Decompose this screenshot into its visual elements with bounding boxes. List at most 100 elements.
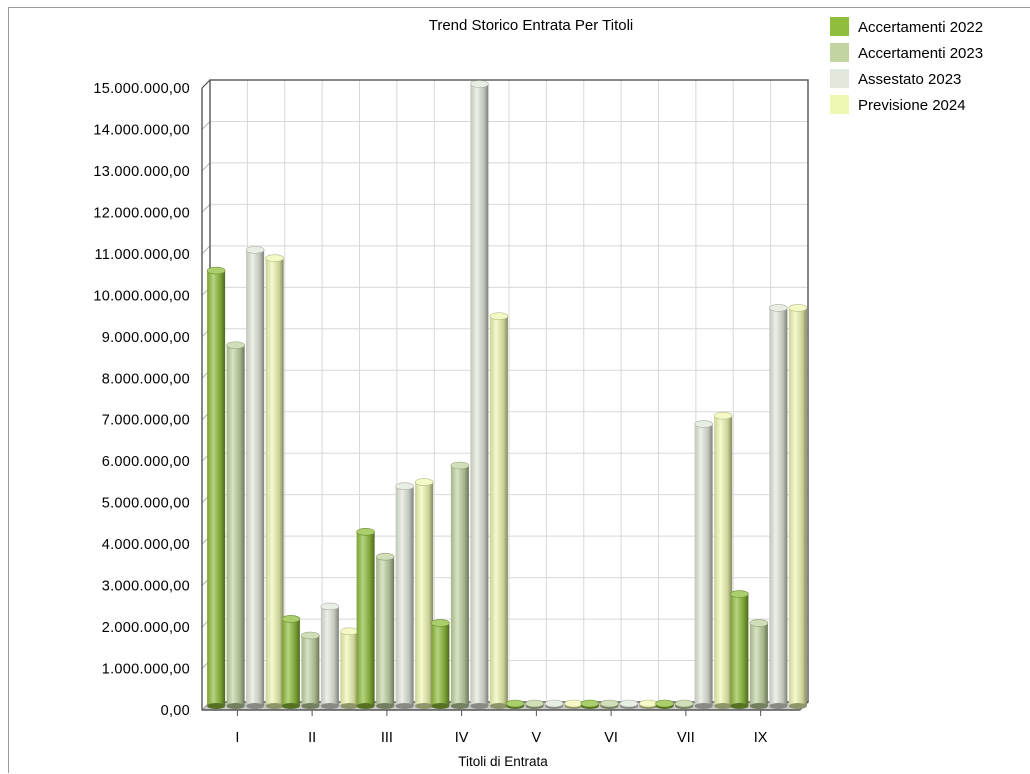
bar-body (395, 486, 414, 706)
bar-top (206, 266, 226, 275)
y-tick-label: 8.000.000,00 (102, 371, 190, 387)
bar-body (788, 307, 807, 706)
bar-accertamenti-2023-ix (749, 619, 769, 709)
y-axis-top-edge (201, 79, 211, 89)
bar-previsione-2024-ii (340, 627, 359, 709)
bar-body (415, 482, 434, 706)
bar-assestato-2023-ii (320, 602, 340, 709)
legend-swatch (830, 43, 849, 62)
bar-top (564, 699, 583, 708)
bar-top (749, 619, 769, 627)
bar-accertamenti-2023-ii (301, 631, 320, 709)
y-tick-label: 12.000.000,00 (93, 205, 190, 221)
bar-body (226, 345, 245, 706)
bar-accertamenti-2022-iii (356, 528, 375, 709)
bar-accertamenti-2022-iv (431, 619, 450, 709)
legend-swatch (830, 95, 849, 114)
y-tick-label: 15.000.000,00 (93, 81, 190, 97)
bar-base (281, 703, 300, 709)
bar-top (694, 420, 713, 428)
x-tick-label: VI (604, 730, 618, 746)
gridline-side (201, 204, 211, 213)
bar-previsione-2024-iii (414, 478, 434, 709)
y-tick-label: 1.000.000,00 (102, 662, 190, 678)
bar-previsione-2024-i (265, 254, 284, 709)
bar-body (749, 623, 768, 706)
x-tick-label: II (308, 730, 316, 746)
legend-label: Previsione 2024 (858, 97, 966, 114)
bar-base (356, 703, 375, 709)
x-axis-title: Titoli di Entrata (458, 754, 548, 769)
chart-frame: Trend Storico Entrata Per Titoli 0,00 1.0… (8, 7, 1030, 773)
bar-top (281, 615, 301, 623)
bar-base (788, 703, 807, 709)
bar-top (505, 699, 525, 708)
y-tick-label: 6.000.000,00 (102, 454, 190, 470)
bar-base (489, 703, 508, 709)
bar-top (788, 304, 808, 312)
bar-top (639, 699, 658, 708)
bar-top (655, 699, 674, 708)
x-tick-label: V (532, 730, 542, 746)
y-tick-label: 7.000.000,00 (102, 413, 190, 429)
bar-base (450, 703, 469, 709)
bar-base (470, 703, 489, 709)
bar-accertamenti-2023-iv (450, 461, 470, 709)
bar-assestato-2023-iv (470, 80, 489, 709)
bar-top (769, 304, 788, 312)
bar-top (674, 699, 694, 708)
bar-top (713, 411, 733, 420)
bar-assestato-2023-vii (694, 420, 713, 709)
chart-title: Trend Storico Entrata Per Titoli (429, 17, 634, 34)
bar-top (600, 699, 619, 708)
bar-previsione-2024-ix (788, 304, 808, 709)
y-axis-tick-labels: 0,00 1.000.000,00 2.000.000,00 3.000.000,00… (93, 81, 190, 719)
bar-body (450, 465, 469, 706)
x-tick-label: VII (677, 730, 695, 746)
bar-base (714, 703, 733, 709)
bar-base (226, 703, 245, 709)
bar-body (207, 270, 226, 706)
y-tick-label: 3.000.000,00 (102, 579, 190, 595)
bar-accertamenti-2023-v (525, 699, 544, 709)
y-tick-label: 2.000.000,00 (102, 620, 190, 636)
y-tick-label: 5.000.000,00 (102, 496, 190, 512)
gridline-side (201, 245, 211, 255)
bar-previsione-2024-iv (489, 312, 509, 709)
chart: Trend Storico Entrata Per Titoli 0,00 1.0… (93, 17, 983, 769)
bar-previsione-2024-v (564, 699, 583, 709)
bar-body (489, 316, 508, 706)
bar-body (714, 415, 733, 706)
legend-label: Assestato 2023 (858, 71, 961, 88)
bar-body (301, 635, 320, 706)
bar-body (265, 258, 284, 706)
bar-base (415, 703, 434, 709)
x-tick-label: I (235, 730, 239, 746)
bar-base (376, 703, 395, 709)
bar-top (356, 528, 375, 536)
y-tick-label: 13.000.000,00 (93, 164, 190, 180)
bar-accertamenti-2022-i (206, 266, 226, 709)
bar-assestato-2023-vi (619, 699, 639, 709)
x-axis-category-labels: I II III IV V VI VII IX (235, 710, 768, 746)
bar-base (749, 703, 768, 709)
bar-top (301, 631, 320, 640)
bar-top (450, 461, 470, 470)
bar-accertamenti-2023-vi (600, 699, 619, 709)
legend-label: Accertamenti 2023 (858, 45, 983, 62)
bar-top (544, 699, 564, 708)
bar-top (730, 590, 749, 598)
bar-top (226, 341, 245, 350)
bar-accertamenti-2023-vii (674, 699, 694, 709)
bar-base (694, 703, 713, 709)
bar-body (320, 606, 339, 706)
bar-accertamenti-2022-vii (655, 699, 674, 709)
bar-body (431, 623, 450, 706)
bar-assestato-2023-iii (395, 482, 414, 709)
bar-assestato-2023-ix (769, 304, 788, 709)
bar-base (769, 703, 788, 709)
bar-base (265, 703, 284, 709)
bar-assestato-2023-i (245, 246, 265, 709)
bar-top (320, 602, 340, 611)
bar-top (525, 699, 544, 708)
